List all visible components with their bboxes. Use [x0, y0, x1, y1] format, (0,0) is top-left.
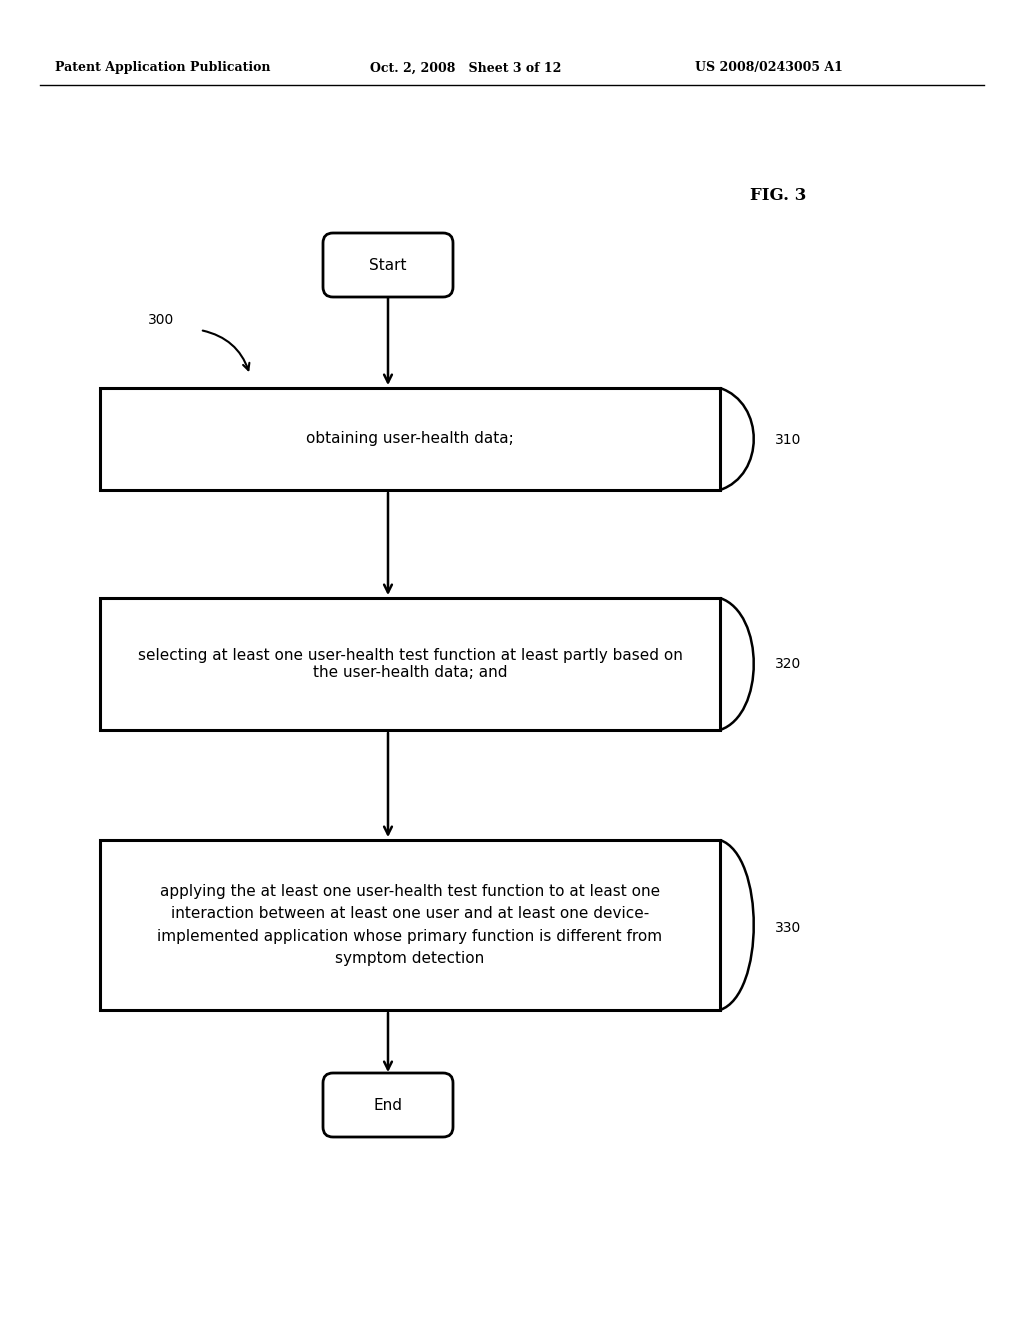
- Text: 310: 310: [775, 433, 802, 447]
- Text: End: End: [374, 1097, 402, 1113]
- FancyBboxPatch shape: [323, 234, 453, 297]
- Bar: [100, 840, 720, 1010]
- Text: Oct. 2, 2008   Sheet 3 of 12: Oct. 2, 2008 Sheet 3 of 12: [370, 62, 561, 74]
- Bar: [100, 388, 720, 490]
- FancyBboxPatch shape: [323, 1073, 453, 1137]
- Text: 300: 300: [148, 313, 174, 327]
- Text: applying the at least one user-health test function to at least one
interaction : applying the at least one user-health te…: [158, 884, 663, 966]
- Text: obtaining user-health data;: obtaining user-health data;: [306, 432, 514, 446]
- Text: Start: Start: [370, 257, 407, 272]
- Text: selecting at least one user-health test function at least partly based on
the us: selecting at least one user-health test …: [137, 648, 682, 680]
- Text: FIG. 3: FIG. 3: [750, 186, 806, 203]
- Text: US 2008/0243005 A1: US 2008/0243005 A1: [695, 62, 843, 74]
- Text: 330: 330: [775, 921, 801, 935]
- Bar: [100, 598, 720, 730]
- Text: 320: 320: [775, 657, 801, 671]
- Text: Patent Application Publication: Patent Application Publication: [55, 62, 270, 74]
